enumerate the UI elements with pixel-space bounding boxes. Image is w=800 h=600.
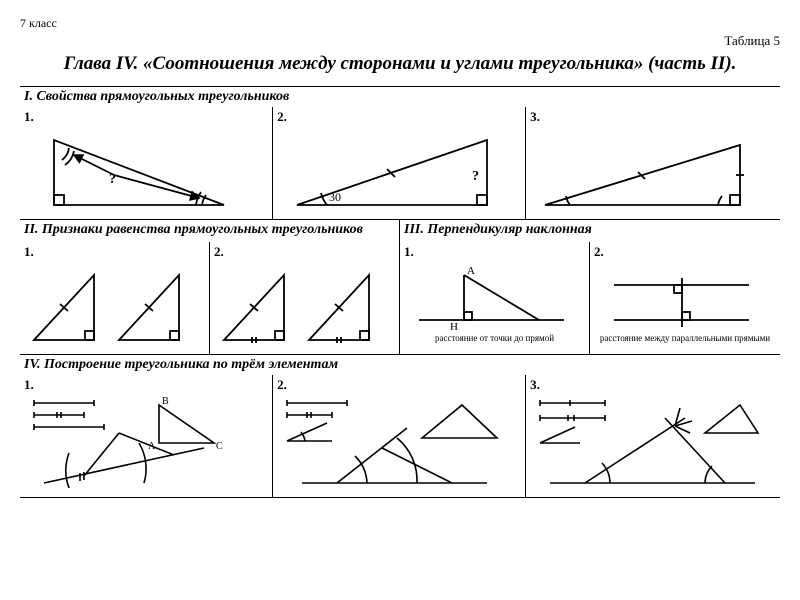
caption-3-2: расстояние между параллельными прямыми [594,334,776,344]
item-label: 2. [277,377,521,393]
construction-2 [277,393,517,493]
item-label: 1. [24,244,205,260]
svg-text:А: А [467,265,475,277]
item-label: 3. [530,377,776,393]
svg-text:?: ? [109,172,116,187]
svg-text:30: 30 [329,190,341,204]
triangle-1-3 [530,125,760,215]
construction-1: В А С [24,393,264,493]
grade-label: 7 класс [20,16,57,31]
perpendicular-2 [594,260,769,332]
item-label: 1. [24,377,268,393]
construction-3 [530,393,770,493]
triangles-2-2 [214,260,389,350]
svg-text:Н: Н [450,321,458,332]
caption-3-1: расстояние от точки до прямой [404,334,585,344]
triangles-2-1 [24,260,199,350]
section-4-title: IV. Построение треугольника по трём элем… [20,354,780,375]
perpendicular-1: А Н [404,260,579,332]
svg-text:В: В [162,396,169,407]
item-label: 2. [277,109,521,125]
section-4-row: 1. В А С 2. [20,375,780,497]
svg-text:?: ? [472,169,479,184]
table-number: Таблица 5 [20,33,780,49]
section-1-row: 1. ? 2. [20,107,780,219]
section-3-title: III. Перпендикуляр наклонная [400,220,780,242]
triangle-1-1: ? [24,125,244,215]
section-1-title: I. Свойства прямоугольных треугольников [20,86,780,107]
page-title: Глава IV. «Соотношения между сторонами и… [20,53,780,76]
item-label: 1. [24,109,268,125]
svg-text:А: А [148,441,156,452]
section-2-title: II. Признаки равенства прямоугольных тре… [20,220,400,242]
item-label: 2. [594,244,776,260]
triangle-1-2: 30 ? [277,125,507,215]
item-label: 2. [214,244,395,260]
item-label: 3. [530,109,776,125]
svg-text:С: С [216,441,223,452]
item-label: 1. [404,244,585,260]
